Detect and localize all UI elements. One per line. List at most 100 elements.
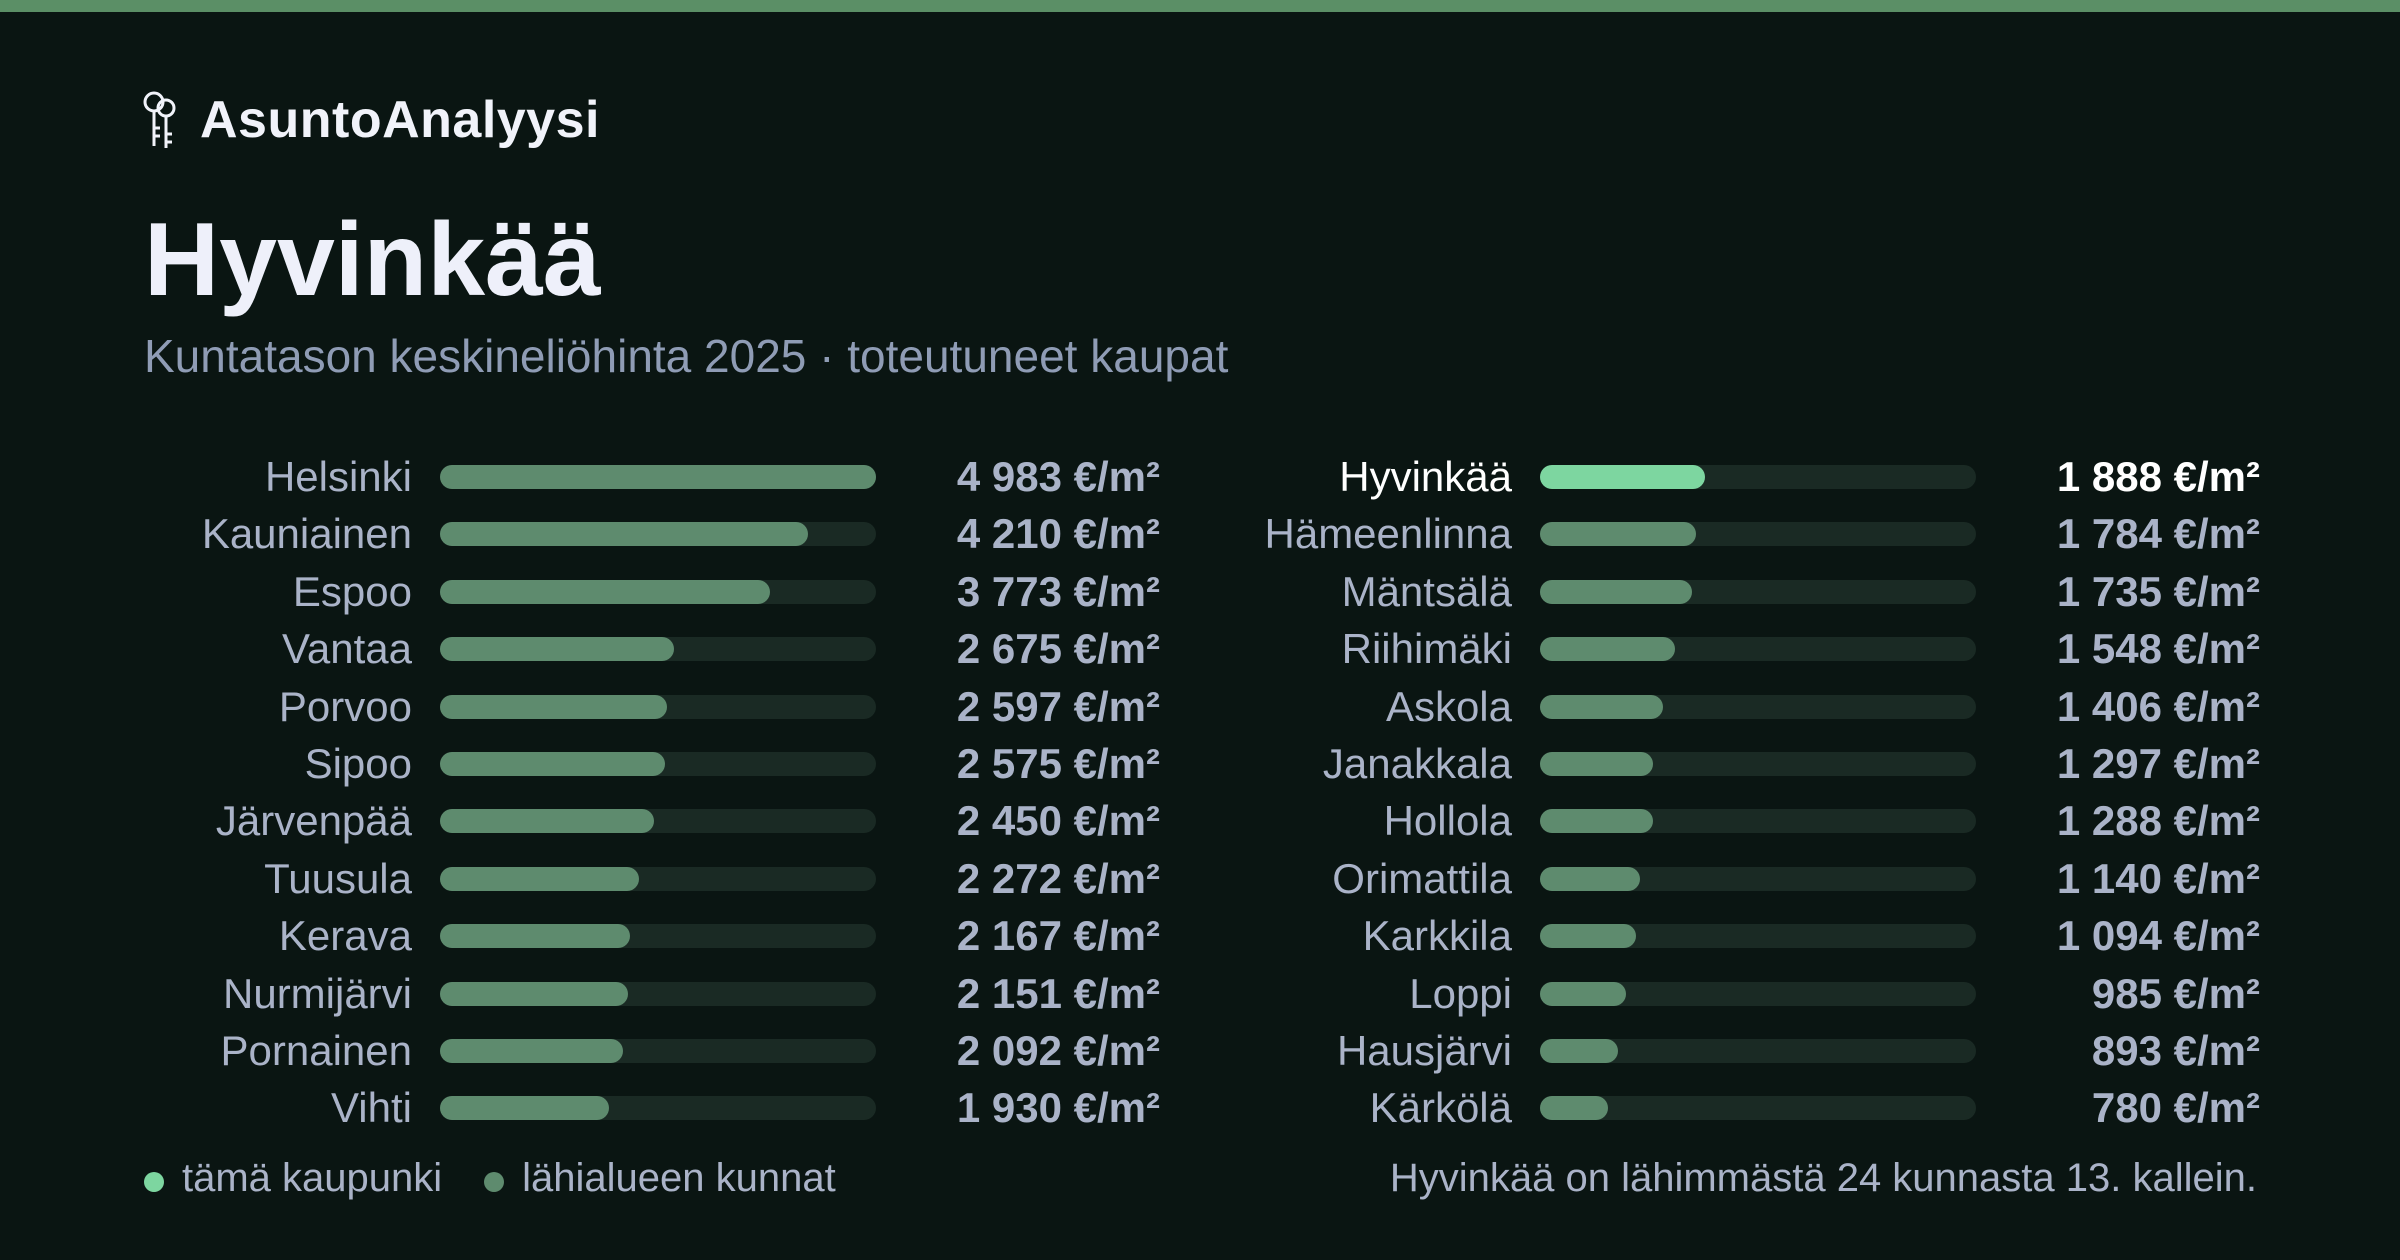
bar — [1540, 809, 1653, 834]
bar-label: Vihti — [331, 1084, 412, 1132]
rank-footnote: Hyvinkää on lähimmästä 24 kunnasta 13. k… — [1389, 1156, 2257, 1200]
keys-icon — [143, 91, 176, 148]
bar — [1540, 924, 1636, 949]
bar-row: Askola 1 406 €/m² — [1240, 678, 2260, 735]
brand: AsuntoAnalyysi — [140, 88, 600, 152]
bar — [1540, 694, 1664, 719]
bar-label: Orimattila — [1332, 854, 1512, 902]
bar — [440, 866, 639, 891]
bar — [440, 1096, 609, 1121]
bar-row: Hyvinkää 1 888 €/m² — [1240, 448, 2260, 505]
bar-row: Loppi 985 €/m² — [1240, 965, 2260, 1022]
bar-row: Kauniainen 4 210 €/m² — [140, 505, 1160, 562]
bar-value-label: 1 094 €/m² — [2056, 912, 2260, 960]
bar-track — [440, 981, 876, 1006]
bar-track — [1540, 694, 1976, 719]
bar-value-label: 1 930 €/m² — [956, 1084, 1160, 1132]
bar — [1540, 579, 1692, 604]
legend-label-city: tämä kaupunki — [182, 1155, 443, 1200]
bar-row: Vantaa 2 675 €/m² — [140, 620, 1160, 677]
bar-track — [440, 809, 876, 834]
chart-column-left: Helsinki 4 983 €/m² Kauniainen 4 210 €/m² Es… — [140, 448, 1160, 1137]
bar-track — [1540, 465, 1976, 489]
bar-track — [440, 465, 876, 489]
bar-label: Riihimäki — [1341, 625, 1512, 673]
top-accent-bar — [0, 0, 2400, 12]
bar-value-label: 4 983 €/m² — [956, 453, 1160, 500]
bar — [440, 981, 629, 1006]
bar-label: Hyvinkää — [1339, 453, 1512, 500]
bar-value-label: 2 151 €/m² — [956, 969, 1160, 1017]
bar-track — [1540, 866, 1976, 891]
bar-label: Hollola — [1383, 797, 1512, 845]
bar-value-label: 2 597 €/m² — [956, 682, 1160, 730]
bar-label: Porvoo — [278, 682, 412, 730]
bar-track — [440, 694, 876, 719]
bar — [1540, 637, 1676, 662]
bar-track — [1540, 522, 1976, 547]
bar-track — [440, 924, 876, 949]
bar-track — [440, 522, 876, 547]
bar-track — [1540, 809, 1976, 834]
bar-value-label: 4 210 €/m² — [956, 510, 1160, 558]
bar-track — [1540, 579, 1976, 604]
bar-label: Kärkölä — [1369, 1084, 1512, 1132]
bar-track — [1540, 1096, 1976, 1121]
bar-row: Espoo 3 773 €/m² — [140, 563, 1160, 620]
bar-row: Hausjärvi 893 €/m² — [1240, 1022, 2260, 1079]
bar-track — [1540, 751, 1976, 776]
bar-value-label: 1 288 €/m² — [2056, 797, 2260, 845]
bar — [1540, 981, 1627, 1006]
bar-label: Vantaa — [282, 625, 412, 673]
legend-dot-region — [484, 1172, 505, 1192]
bar — [1540, 522, 1697, 547]
bar-track — [1540, 637, 1976, 662]
bar-label: Espoo — [292, 567, 412, 615]
bar-row: Pornainen 2 092 €/m² — [140, 1022, 1160, 1079]
bar — [440, 924, 630, 949]
bar-value-label: 2 092 €/m² — [956, 1026, 1160, 1074]
bar — [1540, 1038, 1619, 1063]
bar-label: Kauniainen — [201, 510, 412, 558]
bar-value-label: 893 €/m² — [2091, 1026, 2260, 1074]
bar-label: Järvenpää — [215, 797, 412, 845]
bar-value-label: 985 €/m² — [2091, 969, 2260, 1017]
bar-value-label: 1 784 €/m² — [2056, 510, 2260, 558]
bar — [440, 694, 668, 719]
bar-track — [440, 579, 876, 604]
bar-track — [1540, 1038, 1976, 1063]
bar-track — [440, 1096, 876, 1121]
legend-item-region: lähialueen kunnat — [484, 1156, 836, 1201]
bar-label: Askola — [1385, 682, 1512, 730]
bar-row: Kerava 2 167 €/m² — [140, 907, 1160, 964]
bar — [1540, 1096, 1609, 1121]
bar-value-label: 1 735 €/m² — [2056, 567, 2260, 615]
bar-track — [440, 866, 876, 891]
bar-value-label: 2 272 €/m² — [956, 854, 1160, 902]
bar-track — [1540, 924, 1976, 949]
bar-value-label: 1 548 €/m² — [2056, 625, 2260, 673]
bar-label: Nurmijärvi — [223, 969, 412, 1017]
bar-value-label: 1 888 €/m² — [2056, 453, 2260, 500]
bar-track — [440, 751, 876, 776]
bar-label: Karkkila — [1362, 912, 1512, 960]
bar — [440, 465, 876, 489]
bar-row: Karkkila 1 094 €/m² — [1240, 907, 2260, 964]
bar-label: Hämeenlinna — [1264, 510, 1513, 558]
brand-name: AsuntoAnalyysi — [200, 91, 600, 149]
bar-label: Loppi — [1409, 969, 1512, 1017]
bar-value-label: 1 140 €/m² — [2056, 854, 2260, 902]
bar-row: Vihti 1 930 €/m² — [140, 1079, 1160, 1136]
bar-value-label: 2 675 €/m² — [956, 625, 1160, 673]
chart-column-right: Hyvinkää 1 888 €/m² Hämeenlinna 1 784 €/m² M… — [1240, 448, 2261, 1137]
bar-value-label: 2 575 €/m² — [956, 739, 1160, 787]
bar-row: Porvoo 2 597 €/m² — [140, 678, 1160, 735]
bar — [1540, 866, 1640, 891]
bar-track — [1540, 981, 1976, 1006]
bar-row: Hämeenlinna 1 784 €/m² — [1240, 505, 2261, 562]
bar-value-label: 780 €/m² — [2091, 1084, 2260, 1132]
bar — [1540, 465, 1706, 489]
bar-row: Riihimäki 1 548 €/m² — [1240, 620, 2260, 677]
bar — [1540, 751, 1654, 776]
legend-label-region: lähialueen kunnat — [522, 1155, 836, 1200]
